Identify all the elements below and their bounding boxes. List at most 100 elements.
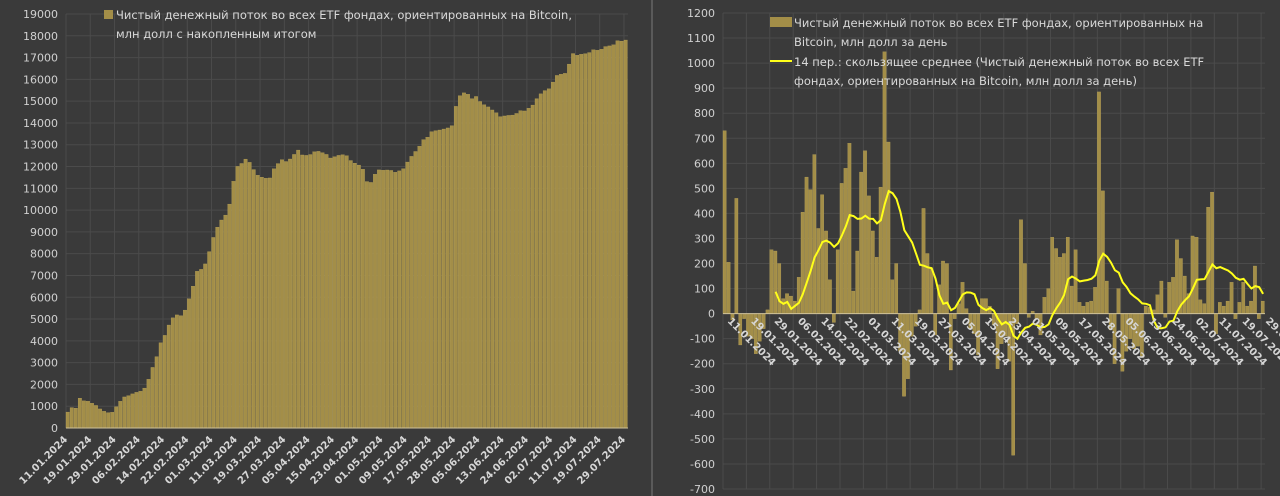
bar (494, 112, 499, 429)
bar (1065, 237, 1070, 314)
bar (296, 149, 301, 429)
bar (964, 308, 969, 314)
bar (433, 130, 438, 429)
bar (413, 151, 418, 429)
bar (882, 51, 887, 314)
y-tick-label: -400 (690, 408, 715, 421)
bar (1143, 305, 1148, 314)
y-tick-label: 500 (694, 182, 715, 195)
bar (191, 286, 195, 429)
bar (138, 391, 143, 429)
bar (122, 396, 127, 429)
bar (73, 408, 78, 429)
bar (984, 298, 988, 314)
bar (90, 403, 94, 429)
bar (417, 146, 422, 429)
bar (1194, 237, 1199, 314)
bar (623, 39, 628, 429)
bar (154, 356, 159, 429)
bar (742, 313, 746, 319)
bar (1023, 263, 1027, 314)
bar (567, 63, 571, 429)
moving-average-line (774, 189, 1264, 341)
bar (1050, 237, 1054, 314)
bar (583, 53, 588, 429)
bar (890, 279, 895, 314)
bar (308, 154, 313, 429)
y-tick-label: 10000 (23, 204, 58, 217)
bar (288, 158, 292, 429)
bar (571, 53, 575, 429)
bar (1097, 91, 1101, 314)
bar (514, 113, 519, 429)
bar (324, 154, 329, 429)
bar (607, 45, 612, 429)
bar (781, 298, 785, 314)
bar (142, 387, 147, 429)
bar (917, 309, 922, 314)
y-tick-label: 6000 (30, 291, 58, 304)
y-tick-label: 2000 (30, 378, 58, 391)
bar (255, 175, 260, 429)
bar (1085, 302, 1090, 314)
bar (268, 177, 272, 429)
bar (1042, 297, 1047, 314)
bar (118, 401, 123, 429)
bar (397, 170, 402, 429)
bar (352, 162, 357, 429)
bar (332, 156, 337, 429)
legend-label-daily: Чистый денежный поток во всех ETF фондах… (794, 16, 1203, 30)
bar (828, 279, 832, 314)
bar (835, 249, 840, 314)
bar (1069, 285, 1074, 314)
y-tick-label: 12000 (23, 161, 58, 174)
y-tick-label: 13000 (23, 139, 58, 152)
bar (203, 263, 208, 429)
bar (344, 155, 349, 429)
bar (134, 392, 139, 429)
bar (1260, 300, 1265, 314)
bar (466, 94, 470, 429)
bar (1155, 294, 1160, 314)
bar (126, 395, 131, 429)
legend-label-ma: фондах, ориентированных на Bitcoin, млн … (794, 74, 1137, 88)
bar (478, 101, 482, 429)
y-tick-label: 18000 (23, 30, 58, 43)
bar (603, 46, 608, 429)
bar (777, 263, 782, 314)
bar (211, 237, 216, 429)
bar (490, 109, 495, 429)
bar (1159, 280, 1164, 314)
bar (1175, 239, 1179, 314)
bar (251, 169, 256, 429)
bar (551, 81, 555, 429)
bar (722, 130, 727, 314)
bar (579, 54, 584, 429)
bar (401, 168, 406, 429)
legend-label-cumulative: Чистый денежный поток во всех ETF фондах… (116, 8, 572, 22)
bar (1221, 305, 1226, 314)
bar (348, 160, 353, 429)
bar (373, 174, 377, 429)
bar (559, 74, 563, 429)
bar (223, 214, 228, 429)
bar (462, 92, 466, 429)
bar (441, 128, 446, 429)
bar (482, 104, 487, 429)
bar (1104, 280, 1109, 314)
y-tick-label: 600 (694, 157, 715, 170)
bar (538, 93, 543, 429)
bar (381, 170, 385, 429)
bar (1062, 253, 1066, 314)
bar (437, 129, 442, 429)
bar (587, 52, 592, 429)
bar (518, 110, 523, 429)
y-tick-label: -600 (690, 458, 715, 471)
y-tick-label: -300 (690, 383, 715, 396)
y-tick-label: -100 (690, 333, 715, 346)
bar (816, 228, 821, 314)
bar (542, 90, 547, 429)
bar (207, 251, 212, 429)
bar (921, 208, 926, 314)
